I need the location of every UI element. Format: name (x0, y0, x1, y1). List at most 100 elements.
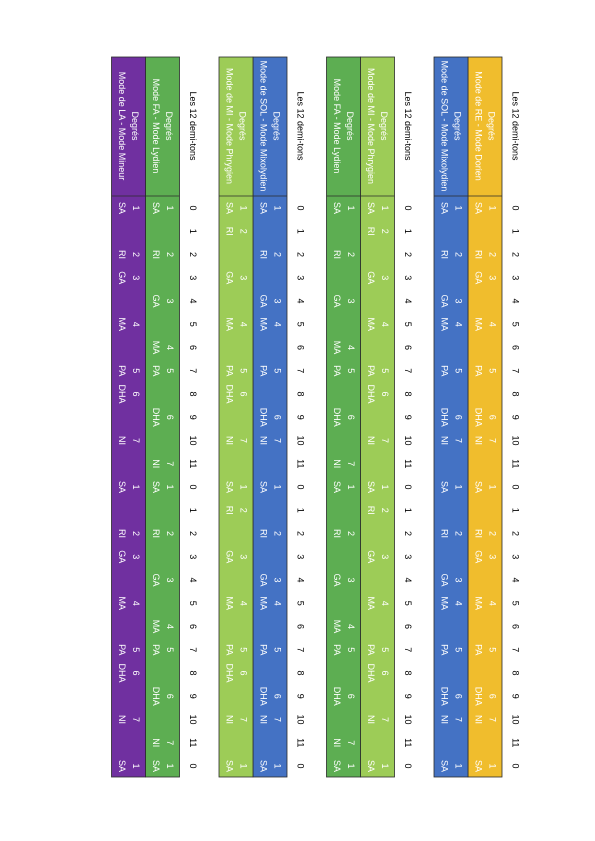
note: PA (225, 644, 235, 655)
note: RI (151, 250, 161, 259)
note: PA (332, 365, 342, 376)
degree: 2 (488, 531, 498, 536)
mode-row (218, 56, 254, 778)
note: SA (474, 481, 484, 493)
note: DHA (151, 687, 161, 706)
semitone: 5 (296, 601, 306, 606)
note: PA (440, 644, 450, 655)
degree: 2 (380, 508, 390, 513)
note: GA (440, 573, 450, 586)
note: NI (440, 436, 450, 445)
degree: 4 (454, 601, 464, 606)
note: GA (151, 294, 161, 307)
semitone: 9 (511, 415, 521, 420)
degree: 1 (165, 763, 175, 768)
semitone: 2 (511, 531, 521, 536)
note: SA (225, 760, 235, 772)
semitone: 11 (511, 459, 521, 468)
semitone: 8 (188, 670, 198, 675)
degree: 1 (346, 484, 356, 489)
semitone: 10 (296, 435, 306, 445)
semitone: 0 (403, 763, 413, 768)
degrees-label: Degrés (453, 111, 463, 141)
degrees-label: Degrés (130, 111, 140, 141)
note: PA (259, 365, 269, 376)
semitone: 0 (188, 763, 198, 768)
mode-name: Mode de RE - Mode Dorien (474, 71, 484, 181)
degree: 6 (131, 391, 141, 396)
semitone: 4 (188, 577, 198, 582)
semitone: 5 (403, 601, 413, 606)
semitone: 2 (188, 531, 198, 536)
degree: 4 (273, 601, 283, 606)
note: PA (117, 644, 127, 655)
note: SA (117, 202, 127, 214)
degree: 7 (165, 461, 175, 466)
note: RI (332, 250, 342, 259)
note: MA (151, 341, 161, 355)
note: MA (259, 597, 269, 611)
degree: 7 (239, 717, 249, 722)
mode-row (433, 56, 469, 778)
semitone: 7 (296, 368, 306, 373)
semitone: 10 (188, 435, 198, 445)
semitone: 5 (188, 322, 198, 327)
note: MA (151, 620, 161, 634)
note: MA (440, 597, 450, 611)
note: SA (440, 202, 450, 214)
semitone: 4 (403, 577, 413, 582)
degree: 1 (380, 763, 390, 768)
degree: 3 (454, 577, 464, 582)
degree: 4 (165, 624, 175, 629)
semitone: 8 (403, 391, 413, 396)
note: PA (151, 365, 161, 376)
semitone: 5 (511, 322, 521, 327)
note: MA (332, 620, 342, 634)
semitone: 9 (188, 694, 198, 699)
semitone: 3 (188, 554, 198, 559)
note: NI (225, 715, 235, 724)
degree: 2 (380, 229, 390, 234)
degree: 4 (273, 322, 283, 327)
degree: 5 (488, 647, 498, 652)
note: RI (225, 506, 235, 515)
mode-name: Mode de MI - Mode Phrygien (225, 68, 235, 184)
semitone: 0 (296, 484, 306, 489)
note: DHA (440, 687, 450, 706)
semitone: 11 (188, 738, 198, 747)
note: GA (117, 550, 127, 563)
degree: 4 (131, 601, 141, 606)
note: MA (366, 597, 376, 611)
semitone: 5 (403, 322, 413, 327)
semitone: 9 (296, 694, 306, 699)
degrees-label: Degrés (487, 111, 497, 141)
semitone: 10 (188, 714, 198, 724)
degree: 2 (165, 531, 175, 536)
degree: 6 (488, 415, 498, 420)
note: NI (366, 436, 376, 445)
semitone: 6 (296, 624, 306, 629)
semitone: 1 (188, 508, 198, 513)
degree: 6 (165, 694, 175, 699)
note: PA (474, 644, 484, 655)
degree: 2 (273, 252, 283, 257)
degrees-label: Degrés (272, 111, 282, 141)
degree: 4 (346, 624, 356, 629)
degree: 1 (131, 763, 141, 768)
semitone: 11 (188, 459, 198, 468)
note: NI (117, 715, 127, 724)
note: SA (151, 202, 161, 214)
semitone: 4 (403, 298, 413, 303)
semitone: 10 (296, 714, 306, 724)
note: SA (225, 481, 235, 493)
semitone: 11 (296, 738, 306, 747)
degree: 3 (346, 577, 356, 582)
degree: 6 (239, 391, 249, 396)
degree: 4 (239, 322, 249, 327)
semitones-label: Les 12 demi-tons (511, 91, 521, 161)
semitone: 0 (188, 484, 198, 489)
degree: 2 (131, 531, 141, 536)
degree: 3 (239, 275, 249, 280)
degree: 1 (239, 205, 249, 210)
